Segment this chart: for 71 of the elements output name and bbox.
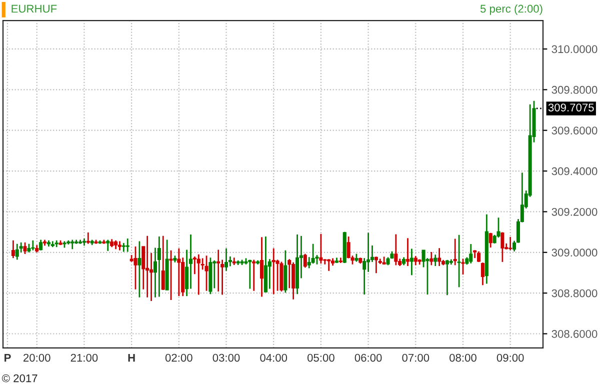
candlestick [394,234,398,266]
x-tick-label: 02:00 [165,354,192,362]
candlestick [438,247,442,267]
y-tick-label: 310.0000 [552,45,598,54]
candlestick [252,259,256,292]
candlestick [480,262,484,286]
y-tick-label: 308.6000 [552,330,598,338]
candlestick [118,240,122,252]
candlestick [469,243,473,264]
candlestick [138,240,142,298]
x-tick-label: 20:00 [24,354,50,362]
candlestick [260,236,264,298]
x-tick-label: 06:00 [354,354,382,362]
candlestick [224,248,228,272]
candlestick [445,259,449,296]
candlestick [327,258,331,272]
candlestick [453,238,457,266]
candlestick [434,254,438,267]
candlestick [319,233,323,264]
candlestick [39,239,43,252]
x-tick-label: 07:00 [402,354,430,362]
y-tick-label: 309.0000 [552,248,598,257]
candlestick [216,249,220,292]
x-tick-label: 09:00 [496,354,524,362]
y-tick-label: 308.8000 [552,289,598,298]
candlestick [461,258,465,276]
candlestick [146,235,150,298]
candlestick [303,253,307,268]
candlestick [11,240,15,259]
candlestick [292,262,296,300]
candlestick [406,237,410,267]
candlestick [488,232,492,248]
candlestick [23,242,27,255]
candlestick [157,236,161,298]
candlestick [134,246,138,290]
y-tick-label: 309.8000 [552,86,598,94]
x-tick-label: 08:00 [450,354,476,362]
candlestick [248,259,252,290]
candlestick [126,238,130,252]
candlestick [177,248,181,297]
annotation: 309.7075 [548,104,594,112]
candlestick [86,232,90,245]
x-tick-label: 21:00 [70,354,98,362]
x-tick-label: 05:00 [307,354,334,362]
x-tick-label: 04:00 [260,354,288,362]
candlestick [15,243,19,260]
candlestick [311,243,315,264]
candlestick [476,250,481,263]
candlestick [272,248,276,295]
candlestick [430,251,434,266]
text: 5 perc (2:00) [480,4,542,15]
x-tick-label: P [4,354,11,362]
y-tick-label: 309.6000 [552,126,598,134]
candlestick [414,255,418,266]
chart-title: EURHUF [12,4,57,13]
text: © 2017 [2,374,38,382]
candlestick [500,232,504,263]
candlestick [161,235,165,291]
candlestick [374,256,378,274]
y-tick-label: 309.4000 [552,167,598,176]
candlestick [106,239,110,252]
candlestick [169,250,173,301]
x-tick-label: H [128,354,135,362]
candlestick [410,248,414,276]
candlestick [122,242,126,252]
x-tick-label: 03:00 [212,354,240,362]
candlestick [457,234,461,288]
y-tick-label: 309.2000 [552,208,598,216]
candlestick [70,239,74,250]
candlestick [196,254,200,296]
candlestick [204,254,208,292]
